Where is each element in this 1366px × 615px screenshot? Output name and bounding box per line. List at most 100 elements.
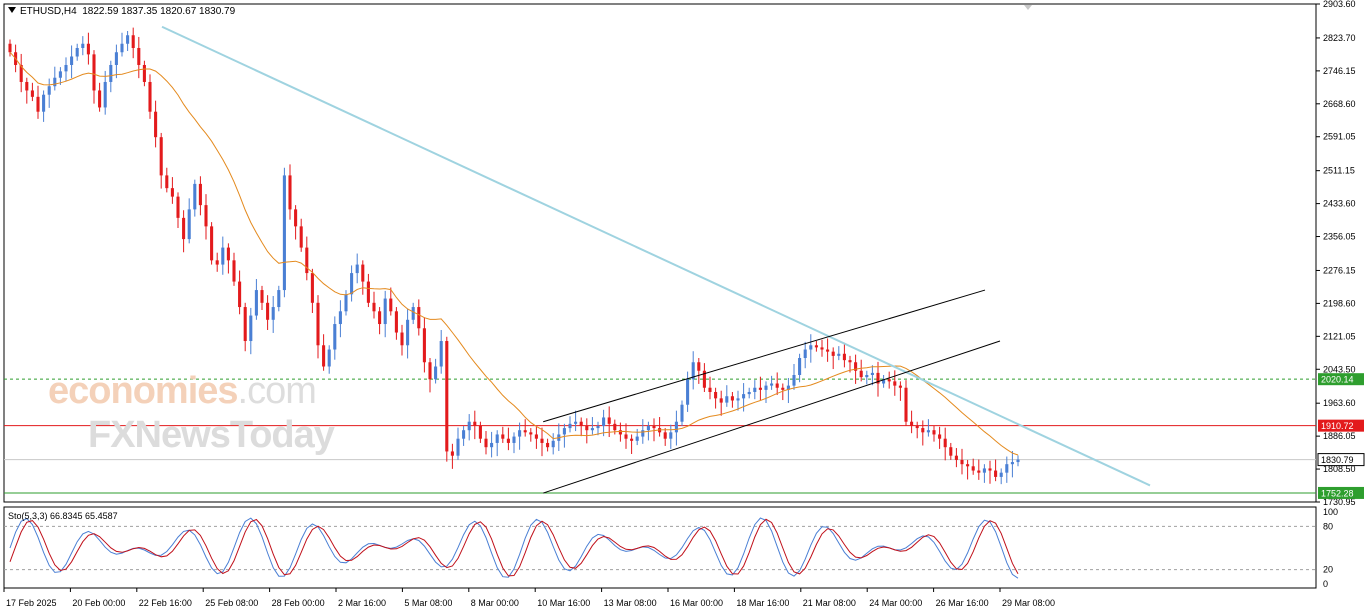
candle-body [114,52,118,65]
time-tick-label: 24 Mar 00:00 [869,598,922,608]
candle-body [400,332,404,346]
candle-body [574,421,578,424]
candle-body [826,349,830,352]
candle-body [439,341,443,367]
price-tick-label: 1963.60 [1323,398,1356,408]
candle-body [86,43,90,55]
candle-body [814,345,818,348]
symbol-menu-icon[interactable] [8,7,16,13]
candle-body [719,398,723,403]
candle-body [562,428,566,435]
candle-body [260,290,264,303]
candle-body [193,183,197,210]
stochastic-axis-label: 20 [1323,565,1333,575]
candle-body [1005,464,1009,473]
candle-body [641,430,645,437]
candle-body [103,81,107,108]
price-tick-label: 2823.70 [1323,33,1356,43]
candle-body [428,362,432,380]
price-tick-label: 2668.60 [1323,99,1356,109]
candle-body [389,298,393,312]
candle-body [42,94,46,112]
candle-body [434,366,438,380]
candle-body [775,383,779,388]
candle-body [495,434,499,443]
candle-body [613,423,617,431]
candle-body [266,302,270,320]
time-tick-label: 10 Mar 16:00 [537,598,590,608]
candle-body [781,387,785,390]
candle-body [473,421,477,426]
price-tick-label: 2746.15 [1323,66,1356,76]
candle-body [445,341,449,452]
candle-body [462,430,466,439]
candle-body [305,247,309,274]
candle-body [607,417,611,424]
candle-body [170,188,174,197]
downtrend-line [161,25,1151,487]
candle-body [484,438,488,448]
candle-body [630,438,634,441]
time-tick-label: 20 Feb 00:00 [72,598,125,608]
candle-body [898,385,902,388]
candle-body [999,472,1003,477]
candle-body [876,372,880,384]
price-tick-label: 2511.15 [1323,166,1355,176]
candle-body [467,421,471,431]
candle-body [8,43,12,53]
candle-body [232,260,236,282]
price-label-text: 2020.14 [1321,375,1354,385]
candle-body [322,345,326,367]
price-tick-label: 2433.60 [1323,199,1356,209]
candle-body [120,43,124,53]
candle-body [938,434,942,439]
candle-body [327,349,331,367]
candle-body [277,290,281,308]
candle-body [271,307,275,320]
candle-body [674,421,678,433]
candle-body [910,421,914,426]
candle-body [697,362,701,371]
candle-body [842,353,846,361]
candle-body [154,111,158,138]
price-tick-label: 2356.05 [1323,232,1356,242]
candle-body [730,396,734,401]
candle-body [809,345,813,350]
stochastic-k-line [9,517,1019,579]
time-tick-label: 26 Mar 16:00 [936,598,989,608]
channel-lower-line [543,340,1001,494]
candle-body [803,349,807,359]
candle-body [182,217,186,240]
candle-body [546,442,550,448]
price-label-box [1318,373,1364,386]
candle-body [58,71,62,78]
price-tick-label: 1886.05 [1323,431,1356,441]
time-tick-label: 25 Feb 08:00 [205,598,258,608]
candle-body [456,438,460,456]
candle-body [786,385,790,390]
candle-body [417,307,421,329]
candle-body [501,434,505,439]
stochastic-label: Sto(5,3,3) 66.8345 65.4587 [8,511,118,521]
candle-body [75,47,79,57]
symbol-label: ETHUSD,H4 [20,6,77,17]
candle-body [971,466,975,471]
price-tick-label: 2591.05 [1323,132,1356,142]
time-tick-label: 29 Mar 08:00 [1002,598,1055,608]
candle-body [551,440,555,448]
candle-body [904,387,908,422]
candle-body [579,421,583,426]
candle-body [372,302,376,312]
ohlc-values: 1822.59 1837.35 1820.67 1830.79 [82,6,236,17]
time-tick-label: 18 Mar 16:00 [736,598,789,608]
candle-body [770,383,774,386]
candle-body [282,175,286,291]
candle-body [596,425,600,429]
candle-body [988,468,992,471]
candle-body [646,425,650,431]
candle-body [865,374,869,378]
candle-body [540,438,544,443]
candle-body [742,394,746,399]
candle-body [70,56,74,65]
candle-body [764,385,768,390]
